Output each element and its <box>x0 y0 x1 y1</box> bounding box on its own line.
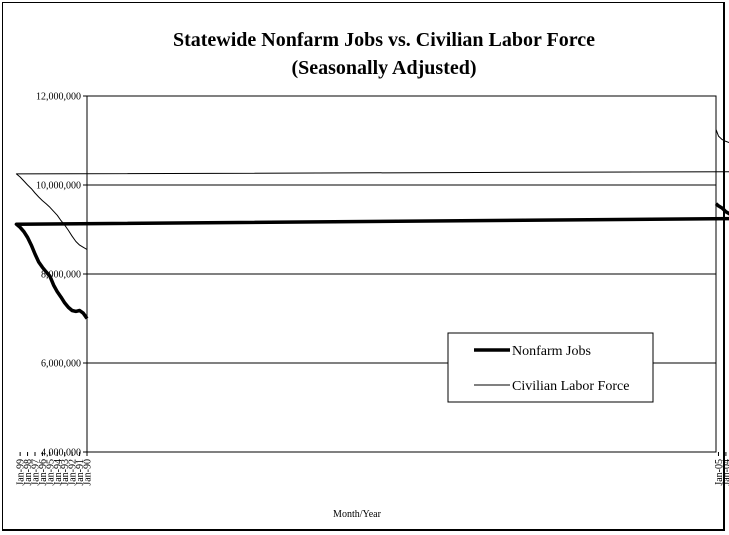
legend-label-civilian-labor-force: Civilian Labor Force <box>512 379 629 394</box>
x-tick-label: Jan-05 <box>714 459 725 486</box>
series-line-civilian-labor-force <box>15 129 729 250</box>
y-tick-label: 12,000,000 <box>36 92 81 103</box>
x-tick-label: Jan-97 <box>30 459 41 486</box>
x-tick-label: Jan-95 <box>45 459 56 486</box>
x-tick-label: Jan-04 <box>721 459 729 486</box>
y-tick-label: 10,000,000 <box>36 181 81 192</box>
series-lines <box>14 129 729 320</box>
x-tick-label: Jan-99 <box>16 459 27 486</box>
x-tick-label: Jan-90 <box>83 459 94 486</box>
legend: Nonfarm Jobs Civilian Labor Force <box>447 332 654 403</box>
x-tick-label: Jan-91 <box>75 459 86 486</box>
y-tick-label: 8,000,000 <box>41 270 81 281</box>
legend-label-nonfarm-jobs: Nonfarm Jobs <box>512 344 591 359</box>
x-tick-label: Jan-94 <box>53 459 64 486</box>
x-tick-label: Jan-98 <box>23 459 34 486</box>
series-line-nonfarm-jobs <box>14 202 729 320</box>
y-axis: 4,000,000 6,000,000 8,000,000 10,000,000 12,… <box>36 92 87 459</box>
x-tick-label: Jan-92 <box>68 459 79 486</box>
x-tick-label: Jan-93 <box>60 459 71 486</box>
x-axis-label: Month/Year <box>333 509 382 520</box>
x-tick-label: Jan-96 <box>38 459 49 486</box>
legend-box <box>447 332 654 403</box>
y-tick-label: 4,000,000 <box>41 448 81 459</box>
x-axis: Jan-90Jan-91Jan-92Jan-93Jan-94Jan-95Jan-… <box>16 452 729 486</box>
chart-title: Statewide Nonfarm Jobs vs. Civilian Labo… <box>173 29 595 51</box>
chart-subtitle: (Seasonally Adjusted) <box>291 57 476 79</box>
y-tick-label: 6,000,000 <box>41 359 81 370</box>
